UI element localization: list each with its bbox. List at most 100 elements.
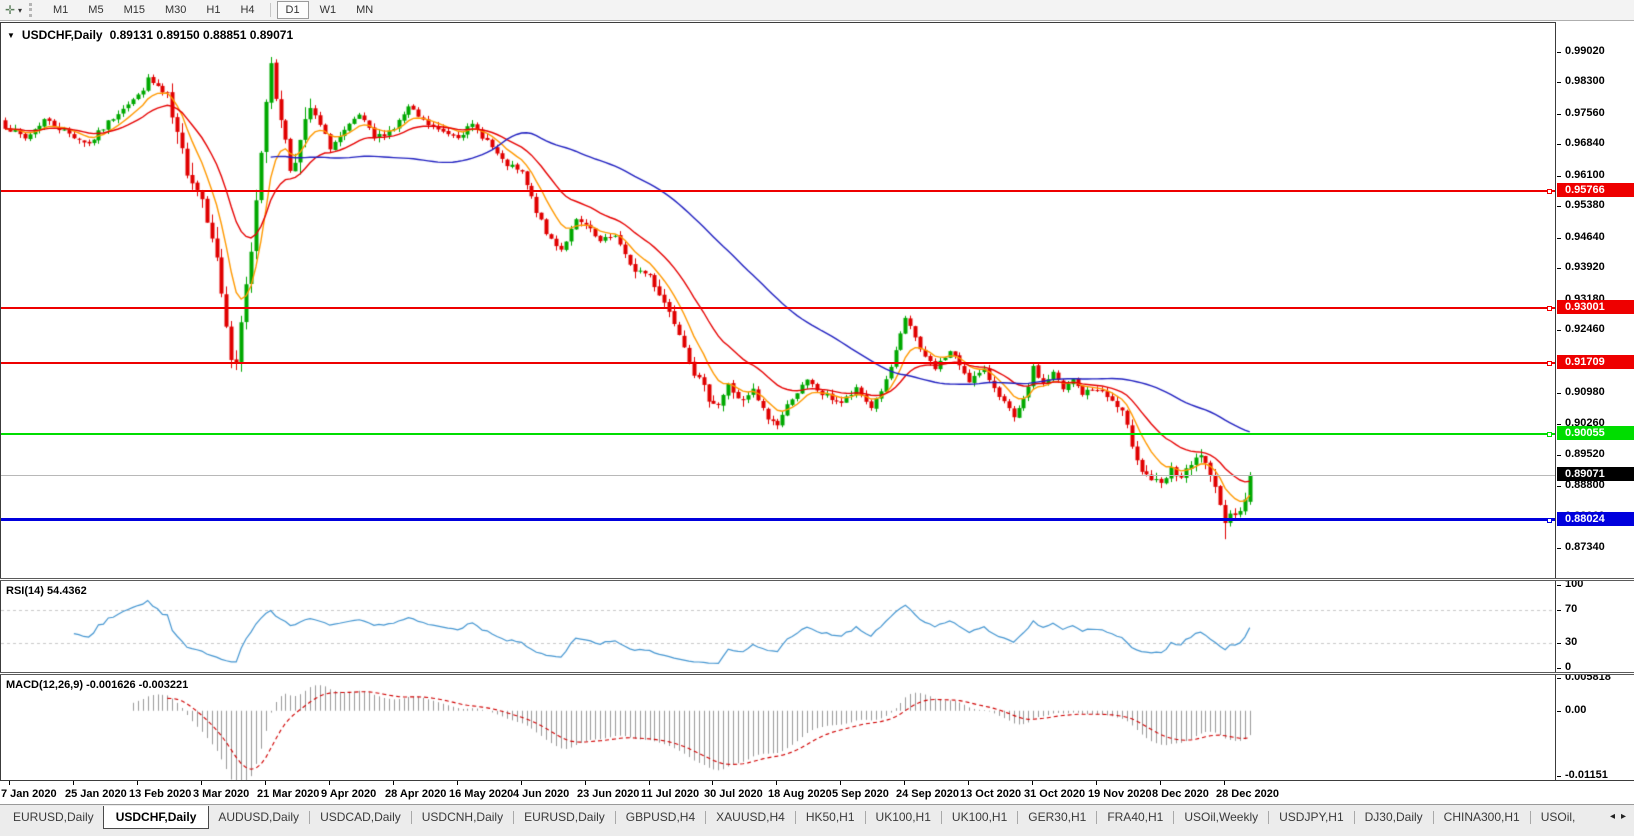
chart-tab-usdchf-daily[interactable]: USDCHF,Daily [102,805,210,829]
chart-tab-fra40-h1[interactable]: FRA40,H1 [1107,810,1164,824]
price-line-badge: 0.88024 [1557,512,1634,526]
date-label: 31 Oct 2020 [1024,788,1086,800]
line-anchor-marker[interactable] [1547,361,1552,366]
time-axis-tick [457,781,458,785]
date-label: 24 Sep 2020 [896,788,959,800]
timeframe-button-m1[interactable]: M1 [53,4,69,16]
timeframe-button-h4[interactable]: H4 [240,4,255,16]
line-anchor-marker[interactable] [1547,189,1552,194]
chart-tab-dj30-daily[interactable]: DJ30,Daily [1364,810,1423,824]
timeframe-button-d1[interactable]: D1 [276,1,309,19]
chart-tab-hk50-h1[interactable]: HK50,H1 [805,810,855,824]
chart-tab-usoil-[interactable]: USOil, [1540,810,1576,824]
chart-tab-gbpusd-h4[interactable]: GBPUSD,H4 [625,810,696,824]
symbol-label: USDCHF,Daily [21,28,103,42]
cursor-tool-icon[interactable]: ✛ [4,3,16,17]
chart-tab-eurusd-daily[interactable]: EURUSD,Daily [524,810,605,824]
time-axis-tick [649,781,650,785]
timeframe-button-m15[interactable]: M15 [123,4,145,16]
date-label: 28 Dec 2020 [1216,788,1279,800]
time-axis-tick [521,781,522,785]
axis-tick [1557,455,1561,456]
time-axis[interactable]: 7 Jan 2020 25 Jan 2020 13 Feb 2020 3 Mar 20… [0,780,1634,804]
chart-tab-audusd-daily[interactable]: AUDUSD,Daily [218,810,300,824]
price-line-badge: 0.90055 [1557,426,1634,440]
toolbar-grip[interactable] [29,3,36,17]
timeframe-toolbar: M1 M5 M15 M30 H1 H4 D1 W1 MN [43,1,383,19]
timeframe-button-h1[interactable]: H1 [206,4,221,16]
macd-label: MACD(12,26,9) -0.001626 -0.003221 [6,679,189,691]
axis-tick [1557,176,1561,177]
time-axis-tick [9,781,10,785]
time-axis-tick [1224,781,1225,785]
axis-tick [1557,206,1561,207]
price-tick-label: 0.88800 [1565,479,1605,491]
time-axis-tick [1032,781,1033,785]
price-tick-label: 100 [1565,578,1584,590]
chart-tab-uk100-h1[interactable]: UK100,H1 [875,810,931,824]
chart-tab-china300-h1[interactable]: CHINA300,H1 [1443,810,1520,824]
pane-splitter[interactable] [0,672,1634,675]
axis-tick [1557,424,1561,425]
chart-tab-usdjpy-h1[interactable]: USDJPY,H1 [1279,810,1344,824]
date-label: 13 Oct 2020 [960,788,1022,800]
price-pane: ▼ USDCHF,Daily 0.89131 0.89150 0.88851 0… [0,22,1555,578]
macd-canvas[interactable] [1,675,1555,780]
time-axis-tick [1160,781,1161,785]
tab-separator [1268,810,1270,824]
price-axis[interactable]: 0.99020 0.98300 0.97560 0.96840 0.96100 0.953… [1555,22,1634,781]
chart-tab-usdcnh-daily[interactable]: USDCNH,Daily [421,810,504,824]
horizontal-level-line[interactable] [1,190,1555,192]
timeframe-button-w1[interactable]: W1 [319,4,337,16]
horizontal-level-line[interactable] [1,433,1555,435]
line-anchor-marker[interactable] [1547,518,1552,523]
chart-tab-xauusd-h4[interactable]: XAUUSD,H4 [716,810,785,824]
horizontal-level-line[interactable] [1,362,1555,364]
price-line-badge: 0.95766 [1557,183,1634,197]
time-axis-tick [73,781,74,785]
tab-separator [794,810,796,824]
pane-splitter[interactable] [0,578,1634,581]
collapse-icon[interactable]: ▼ [7,30,15,40]
date-label: 3 Mar 2020 [193,788,250,800]
horizontal-level-line[interactable] [1,307,1555,309]
timeframe-button-m30[interactable]: M30 [164,4,187,16]
tab-scroll-right-icon[interactable]: ▸ [1620,811,1626,822]
axis-tick [1557,610,1561,611]
ohlc-values: 0.89131 0.89150 0.88851 0.89071 [109,28,294,42]
rsi-label: RSI(14) 54.4362 [6,585,87,597]
time-axis-tick [1096,781,1097,785]
tab-scroll-left-icon[interactable]: ◂ [1609,811,1615,822]
rsi-canvas[interactable] [1,581,1555,672]
axis-tick [1557,585,1561,586]
date-label: 18 Aug 2020 [768,788,832,800]
time-axis-tick [712,781,713,785]
line-anchor-marker[interactable] [1547,306,1552,311]
price-line-badge: 0.89071 [1557,467,1634,481]
time-axis-tick [585,781,586,785]
chart-tab-usoil-weekly[interactable]: USOil,Weekly [1184,810,1259,824]
date-label: 25 Jan 2020 [65,788,127,800]
axis-tick [1557,668,1561,669]
rsi-pane: RSI(14) 54.4362 [0,581,1555,672]
chart-tab-usdcad-daily[interactable]: USDCAD,Daily [320,810,401,824]
chart-tab-uk100-h1[interactable]: UK100,H1 [951,810,1008,824]
timeframe-button-m5[interactable]: M5 [88,4,104,16]
axis-tick [1557,114,1561,115]
timeframe-button-mn[interactable]: MN [356,4,374,16]
chart-tab-eurusd-daily[interactable]: EURUSD,Daily [13,810,94,824]
time-axis-tick [776,781,777,785]
tab-separator [1017,810,1019,824]
top-toolbar: ✛ ▾ M1 M5 M15 M30 H1 H4 D1 W1 MN [0,0,1634,21]
horizontal-level-line[interactable] [1,518,1555,521]
chevron-down-icon[interactable]: ▾ [18,5,23,15]
price-tick-label: 0.00 [1565,704,1587,716]
chart-tab-ger30-h1[interactable]: GER30,H1 [1028,810,1087,824]
line-anchor-marker[interactable] [1547,432,1552,437]
date-label: 8 Dec 2020 [1152,788,1209,800]
tab-separator [1432,810,1434,824]
date-label: 13 Feb 2020 [129,788,192,800]
price-chart-canvas[interactable] [1,23,1555,577]
date-label: 11 Jul 2020 [641,788,700,800]
